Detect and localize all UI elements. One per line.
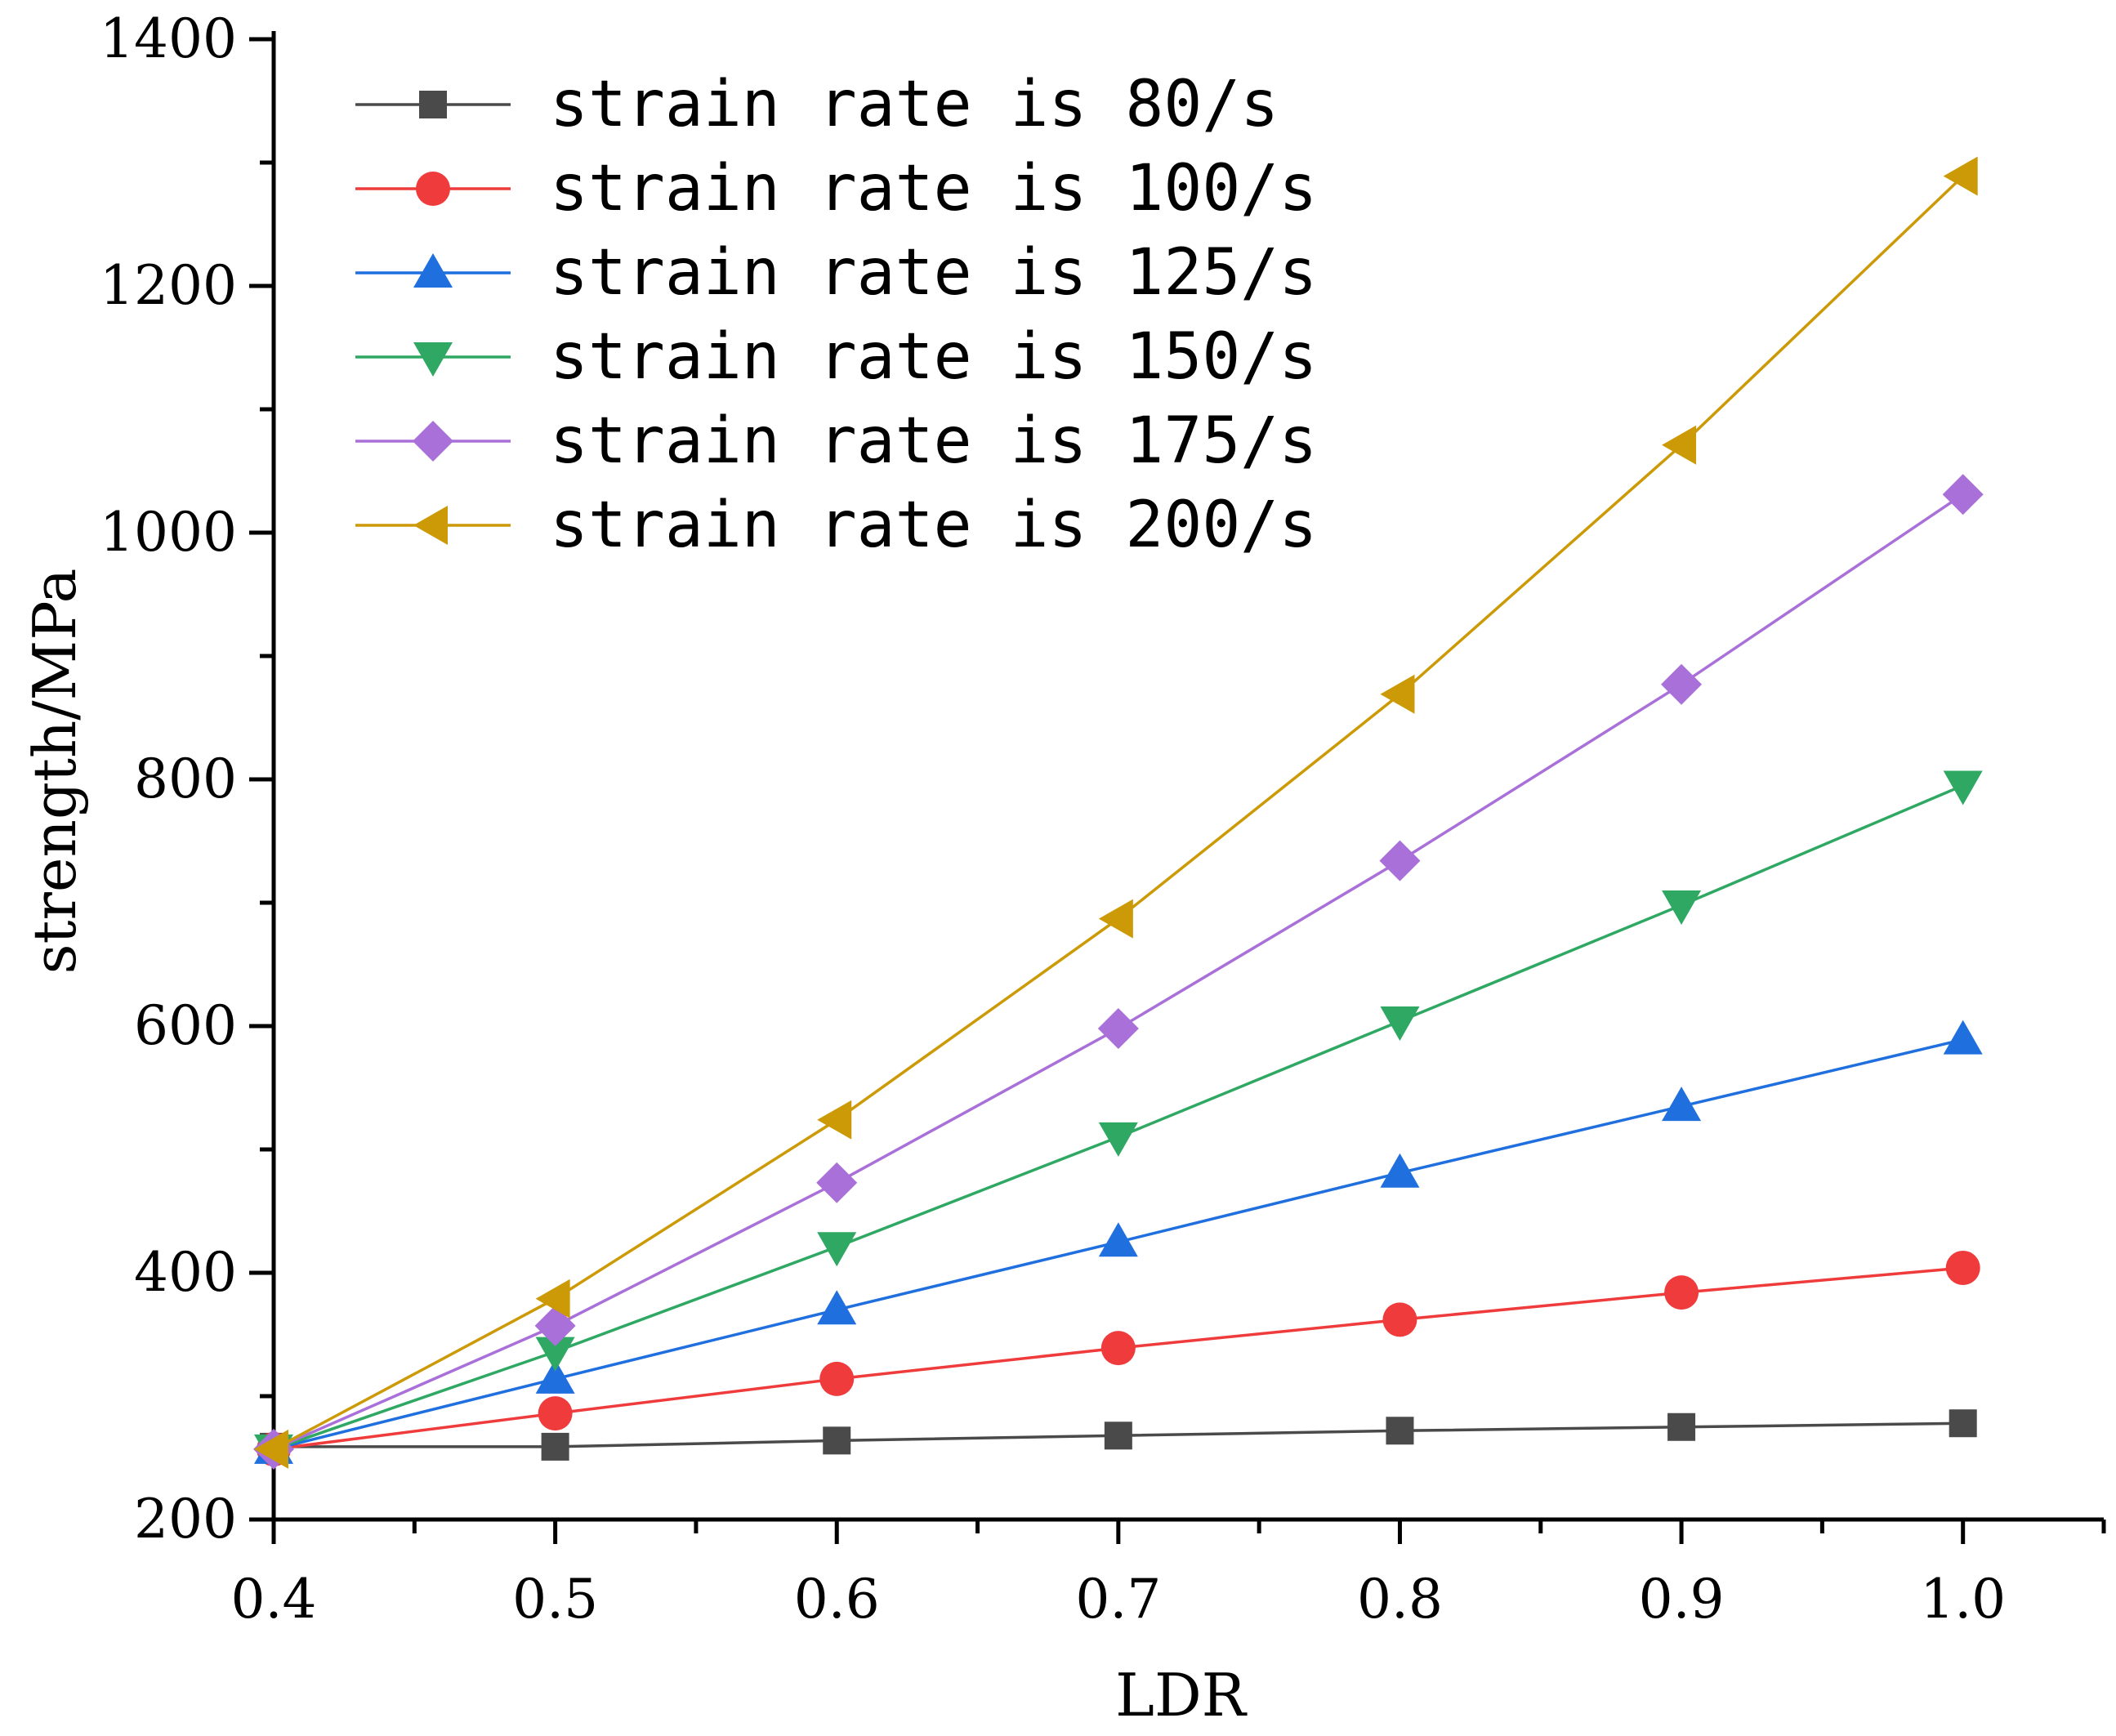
x-tick-label: 0.7: [1075, 1568, 1161, 1631]
data-point: [1943, 1020, 1983, 1055]
data-point: [1949, 1409, 1977, 1438]
data-point: [1667, 1412, 1696, 1441]
data-point: [816, 1162, 858, 1203]
data-point: [1380, 1153, 1420, 1188]
legend-marker: [419, 91, 447, 118]
data-point: [535, 1279, 570, 1319]
legend-label: strain rate is 125/s: [550, 236, 1317, 310]
series-3: [254, 1020, 1983, 1464]
x-tick-label: 0.6: [794, 1568, 880, 1631]
legend-item: strain rate is 175/s: [355, 404, 1317, 478]
data-point: [535, 1337, 575, 1372]
data-point: [819, 1361, 855, 1396]
data-point: [1098, 1222, 1138, 1257]
data-point: [1386, 1417, 1414, 1445]
y-tick-label: 1400: [100, 7, 237, 70]
legend-label: strain rate is 150/s: [550, 320, 1317, 394]
y-tick-label: 800: [134, 748, 237, 810]
data-point: [1664, 1275, 1699, 1310]
axes: 0.4 0.5 0.6 0.7 0.8 0.9 1.0 200 400 600 800 1000 120…: [100, 7, 2106, 1631]
legend-marker: [413, 506, 448, 545]
legend-marker: [413, 421, 453, 462]
data-point: [1943, 156, 1978, 196]
legend: strain rate is 80/s strain rate is 100/s s…: [355, 68, 1317, 562]
data-point: [1380, 1006, 1420, 1041]
data-point: [817, 1100, 852, 1140]
y-tick-label: 400: [134, 1241, 237, 1304]
data-point: [817, 1290, 857, 1325]
legend-label: strain rate is 200/s: [550, 489, 1317, 562]
data-point: [535, 1359, 575, 1394]
x-axis-title: LDR: [1115, 1661, 1248, 1729]
legend-label: strain rate is 100/s: [550, 152, 1317, 225]
data-point: [1943, 770, 1983, 806]
data-point: [254, 1429, 288, 1469]
data-point: [817, 1232, 857, 1267]
series-line: [273, 493, 1964, 1451]
data-point: [1942, 474, 1984, 515]
data-point: [541, 1432, 569, 1461]
data-point: [1382, 1302, 1417, 1337]
series-layer: [253, 156, 1984, 1470]
data-point: [1098, 899, 1133, 939]
legend-item: strain rate is 150/s: [355, 320, 1317, 394]
data-point: [1100, 1331, 1136, 1366]
legend-marker: [416, 172, 450, 206]
y-tick-label: 1200: [100, 254, 237, 317]
data-point: [1662, 890, 1702, 926]
x-tick-label: 0.4: [231, 1568, 317, 1631]
data-point: [823, 1426, 851, 1455]
legend-label: strain rate is 80/s: [550, 68, 1279, 141]
x-tick-label: 0.8: [1357, 1568, 1443, 1631]
data-point: [1662, 425, 1697, 465]
y-axis-title: strength/MPa: [20, 569, 89, 975]
data-point: [1379, 840, 1421, 881]
y-tick-label: 600: [134, 994, 237, 1057]
y-tick-label: 200: [134, 1488, 237, 1551]
data-point: [1097, 1008, 1139, 1050]
data-point: [1104, 1421, 1132, 1450]
data-point: [1945, 1250, 1980, 1285]
legend-marker: [413, 253, 453, 288]
legend-item: strain rate is 80/s: [355, 68, 1279, 141]
series-6: [254, 156, 1978, 1469]
legend-item: strain rate is 200/s: [355, 489, 1317, 562]
data-point: [1098, 1122, 1138, 1157]
legend-item: strain rate is 100/s: [355, 152, 1317, 225]
x-tick-label: 0.9: [1639, 1568, 1725, 1631]
data-point: [538, 1396, 573, 1431]
data-point: [1380, 674, 1415, 714]
legend-label: strain rate is 175/s: [550, 404, 1317, 478]
legend-marker: [413, 342, 453, 377]
x-tick-label: 0.5: [512, 1568, 598, 1631]
data-point: [1662, 1087, 1702, 1122]
data-point: [1661, 663, 1703, 705]
legend-item: strain rate is 125/s: [355, 236, 1317, 310]
x-tick-label: 1.0: [1920, 1568, 2006, 1631]
y-tick-label: 1000: [100, 501, 237, 564]
